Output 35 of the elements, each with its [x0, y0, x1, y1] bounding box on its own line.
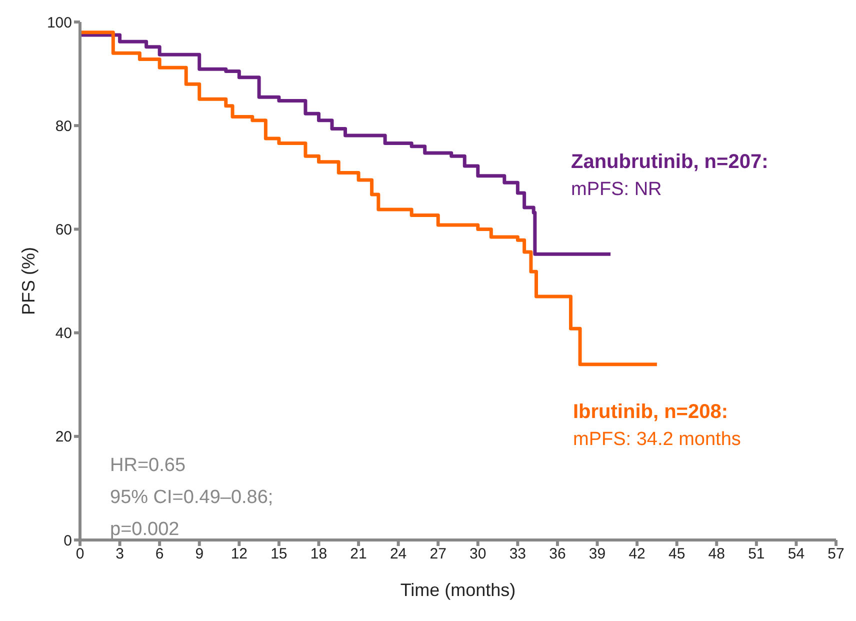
series-label: Ibrutinib, n=208: [573, 400, 730, 425]
x-tick-label: 0 [76, 546, 84, 563]
x-tick-label: 15 [270, 546, 288, 563]
x-tick-label: 36 [549, 546, 566, 563]
x-tick-label: 48 [708, 546, 725, 563]
y-tick-label: 100 [46, 14, 72, 32]
annotation: mPFS: 34.2 months [573, 428, 741, 452]
x-tick-label: 57 [828, 546, 844, 563]
text: Zanubrutinib, n=207: [571, 150, 768, 175]
x-tick-label: 12 [230, 546, 248, 563]
x-tick-label: 39 [588, 546, 606, 563]
x-axis-title: Time (months) [400, 580, 516, 600]
annotation: 95% CI=0.49–0.86; [110, 486, 274, 510]
y-tick-label: 40 [55, 325, 72, 342]
y-axis-title: PFS (%) [18, 246, 38, 316]
x-tick-label: 54 [788, 546, 805, 563]
x-tick-label: 51 [748, 546, 765, 563]
annotation: HR=0.65 [110, 454, 187, 478]
x-tick-label: 42 [628, 546, 646, 563]
y-tick-label: 20 [55, 428, 72, 446]
x-tick-label: 33 [509, 546, 526, 563]
y-tick-label: 80 [55, 118, 72, 135]
annotation: mPFS: NR [571, 178, 663, 202]
x-tick-label: 9 [195, 546, 204, 563]
annotation: p=0.002 [110, 518, 180, 542]
x-tick-label: 18 [310, 546, 328, 563]
x-tick-label: 21 [350, 546, 367, 563]
x-tick-label: 6 [155, 546, 164, 563]
x-tick-label: 30 [470, 546, 486, 563]
x-tick-label: 24 [390, 546, 407, 563]
x-tick-label: 45 [668, 546, 686, 563]
x-tick-label: 3 [116, 546, 124, 563]
y-tick-label: 60 [55, 222, 72, 239]
x-tick-label: 27 [430, 546, 446, 563]
y-tick-label: 0 [64, 532, 72, 550]
